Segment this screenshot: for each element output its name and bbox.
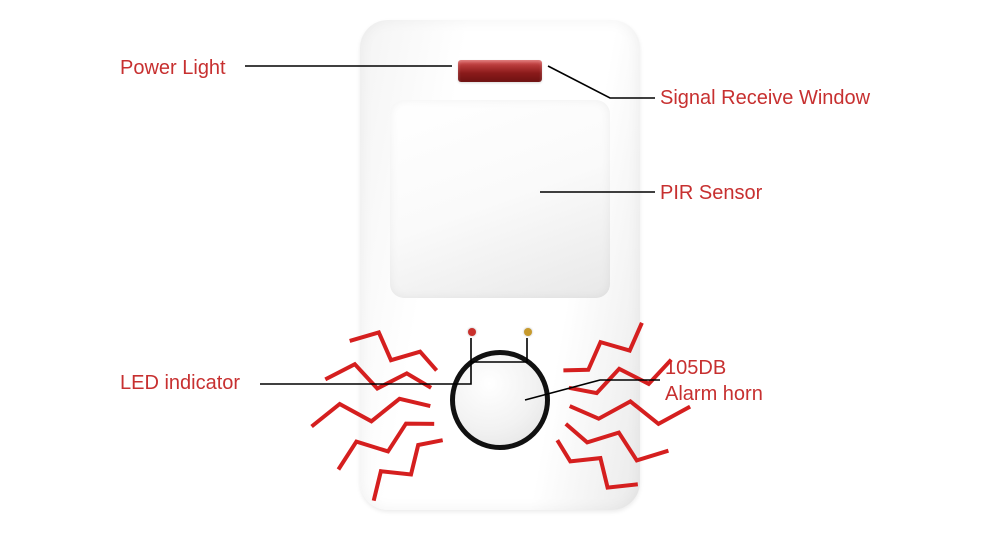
label-led-indicator: LED indicator [120,370,240,396]
device-body [360,20,640,510]
pir-sensor-panel [390,100,610,298]
led-indicator-left [468,328,476,336]
alarm-horn-speaker [450,350,550,450]
label-alarm-horn: 105DB Alarm horn [665,355,763,407]
label-signal-receive-window: Signal Receive Window [660,85,870,111]
led-row [468,328,532,338]
led-indicator-right [524,328,532,336]
label-power-light: Power Light [120,55,226,81]
signal-receive-window [458,60,542,82]
label-pir-sensor: PIR Sensor [660,180,762,206]
